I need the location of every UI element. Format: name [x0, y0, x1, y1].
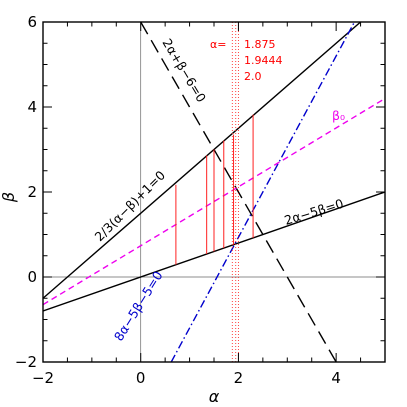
- label-line-2a-plus-b: 2α+β−6=0: [159, 36, 209, 105]
- reference-lines: [43, 22, 385, 362]
- label-line-two-thirds: 2/3(α−β)+1=0: [92, 167, 169, 244]
- x-axis-label: α: [209, 387, 220, 406]
- alpha-value-2: 1.9444: [244, 54, 283, 67]
- line-8a-minus-5b-minus-5: [170, 22, 356, 362]
- y-axis-label: β: [0, 192, 18, 203]
- y-tick-label-0: −2: [15, 353, 37, 371]
- line-two-thirds-a-minus-b: [43, 22, 362, 299]
- label-beta-zero: β₀: [332, 108, 345, 123]
- y-tick-label-3: 4: [27, 98, 37, 116]
- alpha-value-1: 1.875: [244, 38, 276, 51]
- red-segments: [175, 114, 254, 265]
- x-tick-label-3: 4: [331, 369, 341, 387]
- line-2a-plus-b-minus-6: [140, 22, 337, 362]
- alpha-annotation-label: α=: [210, 38, 226, 51]
- y-tick-label-1: 0: [27, 268, 37, 286]
- label-line-2a-minus-5b: 2α−5β=0: [282, 196, 345, 228]
- x-tick-label-0: −2: [32, 369, 54, 387]
- axis-ticks: [42, 21, 386, 363]
- y-tick-label-4: 6: [27, 13, 37, 31]
- x-tick-label-2: 2: [234, 369, 244, 387]
- label-line-8a-minus-5b: 8α−5β−5=0: [111, 268, 166, 343]
- y-tick-label-2: 2: [27, 183, 37, 201]
- x-tick-label-1: 0: [136, 369, 146, 387]
- alpha-value-3: 2.0: [244, 70, 262, 83]
- line-beta-zero: [43, 97, 385, 306]
